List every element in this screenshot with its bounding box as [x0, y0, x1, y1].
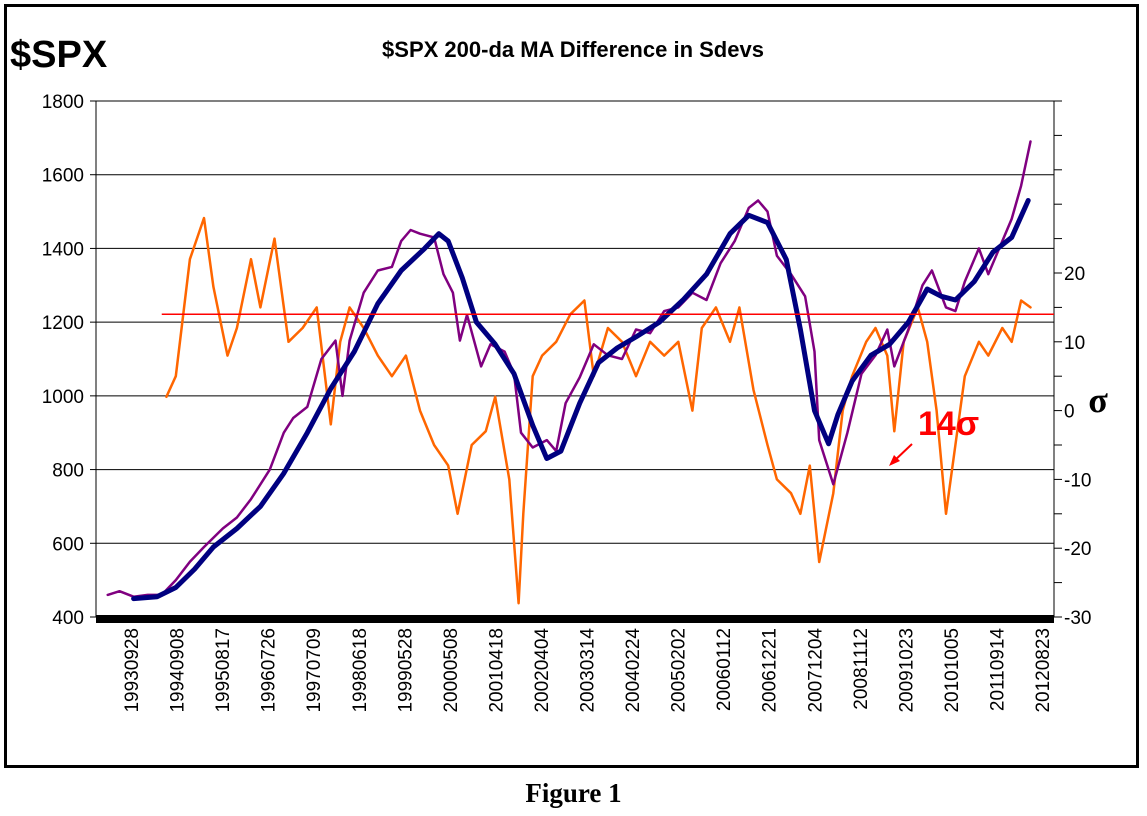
- x-tick-label: 20060112: [714, 628, 735, 711]
- x-tick-label: 20110914: [987, 628, 1008, 712]
- x-tick-label: 20071204: [805, 628, 826, 713]
- left-axis-ticks: 400 600 800 1000 1200 1400 1600 1800: [42, 92, 96, 629]
- chart-frame: [4, 4, 1139, 768]
- x-tick-label: 20061221: [760, 628, 781, 713]
- annotation-arrow-head: [889, 455, 900, 466]
- left-tick-label: 1800: [42, 92, 84, 113]
- chart-title: $SPX 200-da MA Difference in Sdevs: [382, 37, 764, 62]
- x-tick-label: 19960726: [259, 628, 280, 713]
- x-tick-label: 20091023: [896, 628, 917, 713]
- right-tick-label: -20: [1064, 539, 1091, 560]
- left-tick-label: 1600: [42, 166, 84, 187]
- x-tick-label: 19990528: [395, 628, 416, 713]
- right-tick-label: -10: [1064, 470, 1091, 491]
- x-tick-label: 19970709: [304, 628, 325, 713]
- x-tick-label: 20000508: [441, 628, 462, 713]
- x-tick-label: 20030314: [578, 628, 599, 713]
- right-tick-label: 10: [1064, 333, 1085, 354]
- x-tick-label: 20020404: [532, 628, 553, 713]
- x-tick-label: 20120823: [1033, 628, 1054, 713]
- right-tick-label: 20: [1064, 264, 1085, 285]
- x-tick-label: 19980618: [350, 628, 371, 713]
- x-tick-label: 20010418: [486, 628, 507, 713]
- left-tick-label: 1200: [42, 313, 84, 334]
- right-tick-label: 0: [1064, 402, 1075, 423]
- right-tick-label: -30: [1064, 608, 1091, 629]
- axes: [95, 101, 1055, 623]
- x-tick-label: 20081112: [851, 628, 872, 710]
- x-tick-label: 20101005: [942, 628, 963, 713]
- left-tick-label: 1400: [42, 239, 84, 260]
- right-axis-label: σ: [1088, 380, 1108, 420]
- figure-caption: Figure 1: [525, 778, 622, 808]
- x-axis-band: [96, 615, 1054, 623]
- x-tick-label: 20050202: [669, 628, 690, 713]
- left-tick-label: 600: [52, 534, 84, 555]
- corner-label: $SPX: [10, 34, 108, 76]
- gridlines: [96, 100, 1054, 544]
- sdev-series-line: [165, 216, 1032, 605]
- annotation: 14σ: [161, 313, 1054, 466]
- left-tick-label: 400: [52, 608, 84, 629]
- left-tick-label: 800: [52, 461, 84, 482]
- series-layer: [106, 140, 1032, 605]
- x-tick-label: 19930928: [122, 628, 143, 713]
- x-axis-tick-labels: 19930928 19940908 19950817 19960726 19970709…: [122, 628, 1054, 713]
- right-axis-ticks: -30 -20 -10 0 10 20: [1054, 100, 1091, 629]
- left-tick-label: 1000: [42, 387, 84, 408]
- x-tick-label: 19940908: [168, 628, 189, 713]
- chart: $SPX $SPX 200-da MA Difference in Sdevs …: [10, 34, 1108, 713]
- x-tick-label: 20040224: [623, 628, 644, 713]
- moving-average-series-line: [131, 198, 1031, 602]
- price-series-line: [106, 140, 1032, 598]
- annotation-label: 14σ: [918, 405, 979, 443]
- x-tick-label: 19950817: [213, 628, 234, 713]
